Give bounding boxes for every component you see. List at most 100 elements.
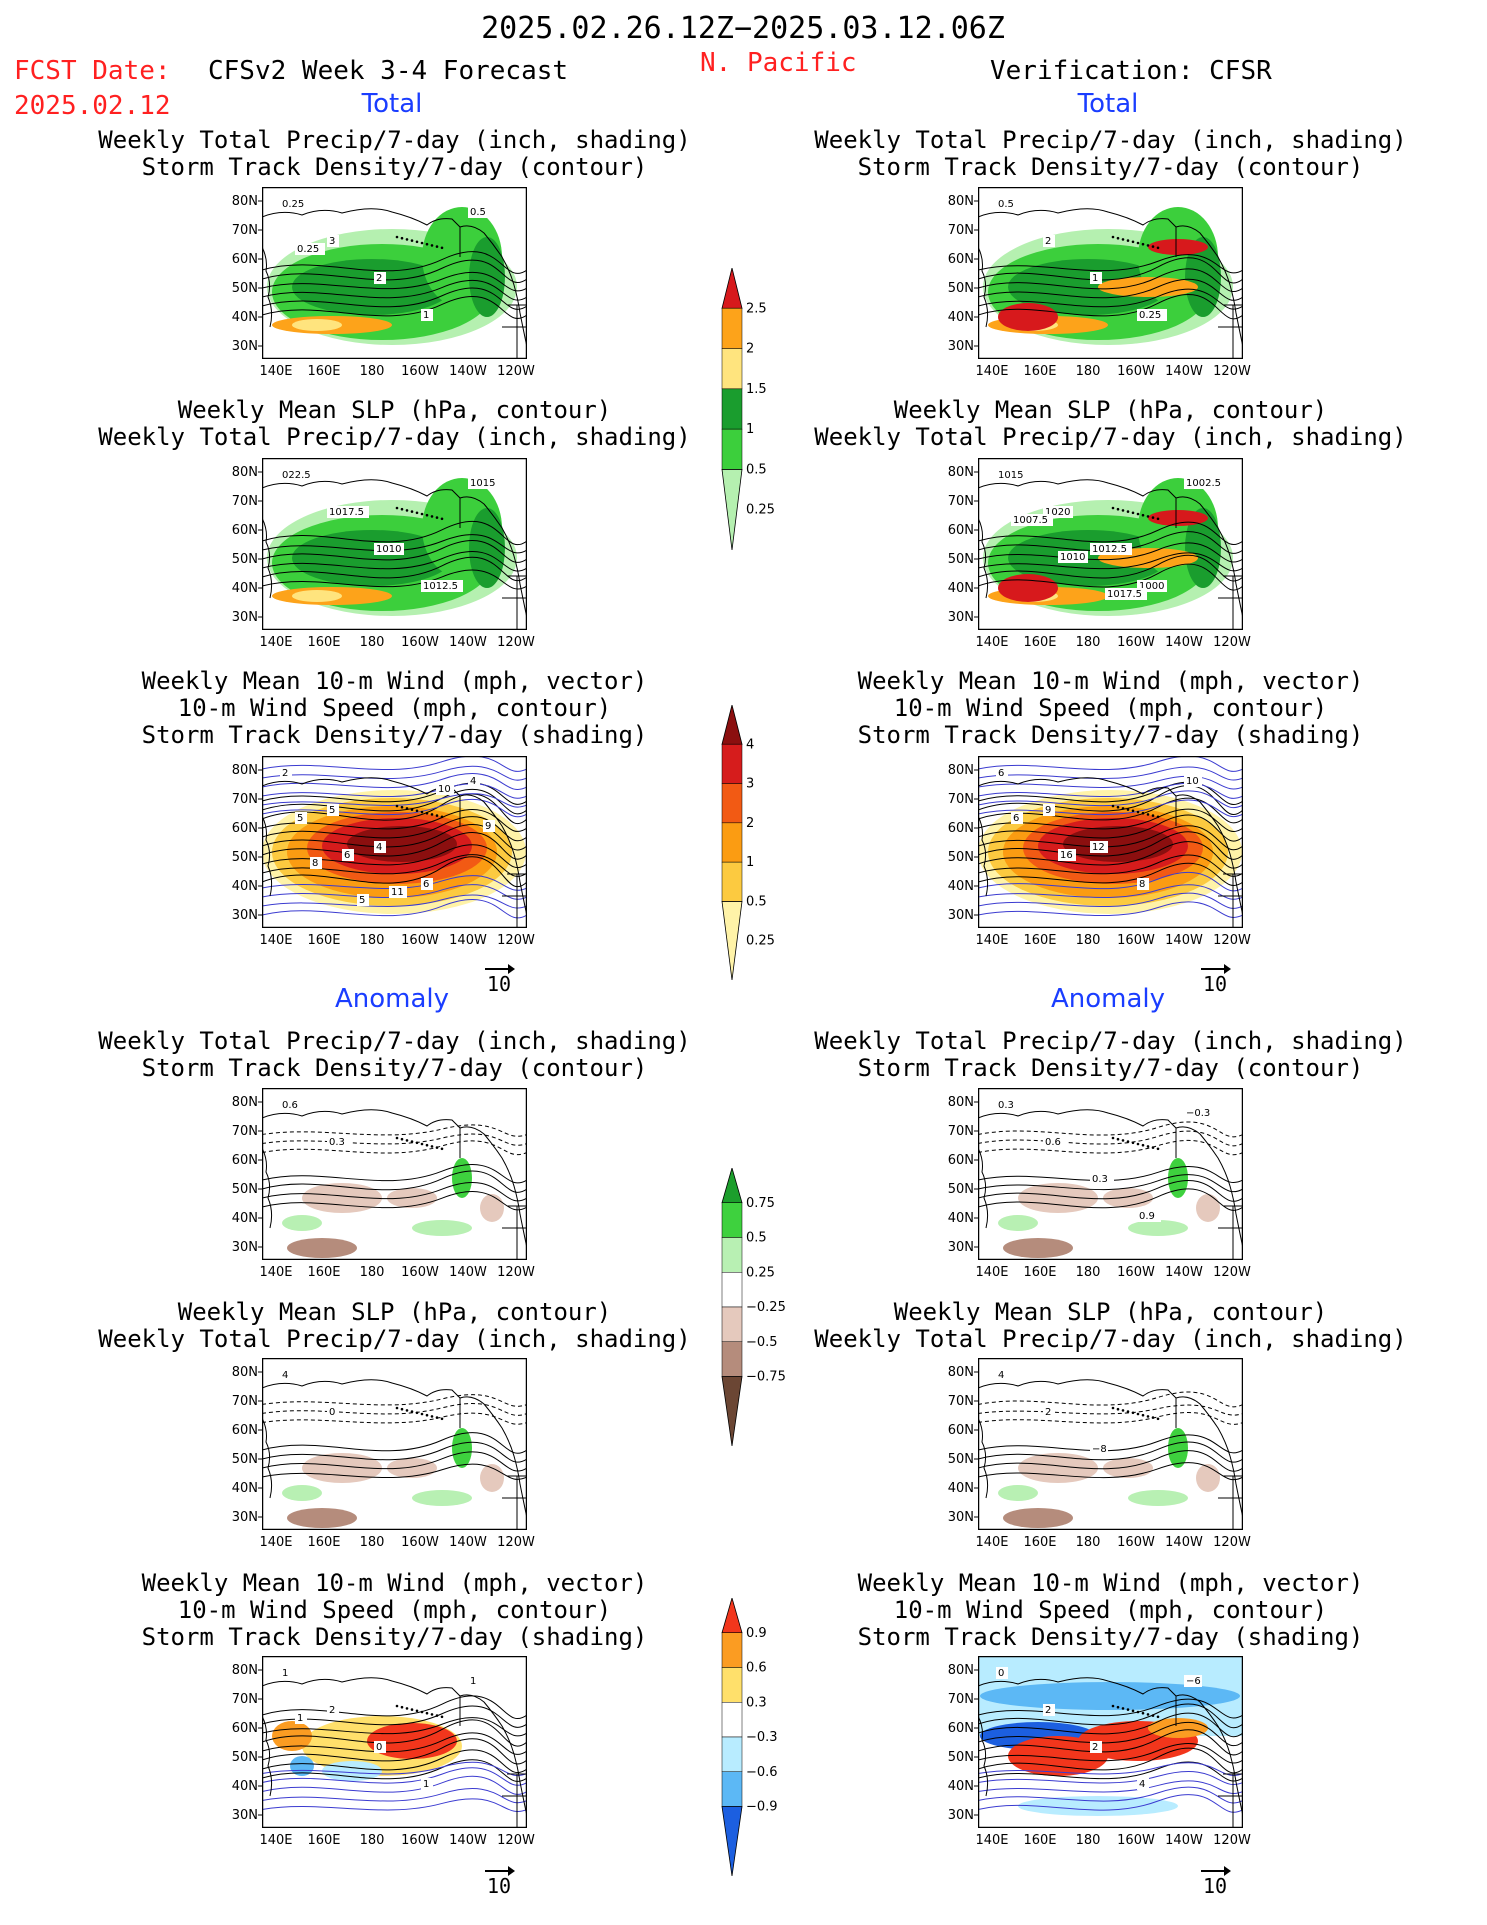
colorbar-label: 0.5 <box>746 462 767 477</box>
colorbar-label: 2 <box>746 342 754 357</box>
contour-label: 2 <box>1045 1407 1051 1418</box>
lat-tick-label: 80N <box>948 465 974 480</box>
lon-tick-label: 140E <box>259 364 292 379</box>
lat-tick-label: 30N <box>948 1240 974 1255</box>
lon-tick-label: 180 <box>360 1833 385 1848</box>
lon-tick-label: 160W <box>401 364 439 379</box>
contour-label: 0 <box>329 1407 335 1418</box>
panel-title-line: Weekly Mean SLP (hPa, contour) <box>177 1298 612 1326</box>
lon-tick-label: 160W <box>401 1535 439 1550</box>
contour-label: 1010 <box>1060 552 1085 563</box>
lat-tick-label: 80N <box>232 1095 258 1110</box>
contour-label: 1012.5 <box>423 581 458 592</box>
lon-tick-label: 140W <box>1165 1833 1203 1848</box>
contour-label: 0.25 <box>1139 310 1161 321</box>
colorbar-label: 0.25 <box>746 1265 775 1280</box>
contour-label: 2 <box>329 1705 335 1716</box>
lat-tick-label: 60N <box>948 1423 974 1438</box>
lon-tick-label: 160W <box>1117 635 1155 650</box>
contour-label: 0.3 <box>329 1137 345 1148</box>
lon-tick-label: 140E <box>259 933 292 948</box>
lat-tick-label: 70N <box>948 494 974 509</box>
lon-tick-label: 120W <box>497 1535 535 1550</box>
lon-tick-label: 160E <box>307 933 340 948</box>
contour-label: 4 <box>998 1370 1004 1381</box>
contour-label: 1017.5 <box>329 507 364 518</box>
colorbar-label: 0.5 <box>746 1231 767 1246</box>
lat-tick-label: 40N <box>232 1779 258 1794</box>
contour-label: 8 <box>1139 879 1145 890</box>
lat-tick-label: 80N <box>232 1663 258 1678</box>
lat-tick-label: 60N <box>948 1153 974 1168</box>
panel-title-line: Storm Track Density/7-day (contour) <box>857 153 1364 181</box>
lon-tick-label: 120W <box>1213 1265 1251 1280</box>
lon-tick-label: 180 <box>1076 1535 1101 1550</box>
lat-tick-label: 30N <box>232 1510 258 1525</box>
vector-ref-ver-anom: 10 <box>1200 1866 1231 1898</box>
lat-tick-label: 40N <box>948 1211 974 1226</box>
anomaly-label-right: Anomaly <box>1050 984 1166 1014</box>
lon-tick-label: 160E <box>1023 364 1056 379</box>
contour-label: 1015 <box>470 478 495 489</box>
contour-label: 0 <box>376 1742 382 1753</box>
panel-title-line: 10-m Wind Speed (mph, contour) <box>893 1596 1328 1624</box>
lon-tick-label: 180 <box>360 364 385 379</box>
lon-tick-label: 160W <box>1117 1535 1155 1550</box>
lat-tick-label: 40N <box>948 879 974 894</box>
lon-tick-label: 140E <box>259 1833 292 1848</box>
contour-label: 1 <box>297 1713 303 1724</box>
contour-label: 1010 <box>376 544 401 555</box>
lon-tick-label: 140W <box>449 933 487 948</box>
colorbar-label: 1.5 <box>746 382 767 397</box>
model-title: CFSv2 Week 3-4 Forecast <box>208 56 569 86</box>
colorbar-label: 2.5 <box>746 301 767 316</box>
colorbar-label: −0.6 <box>746 1765 778 1780</box>
lon-tick-label: 160W <box>1117 933 1155 948</box>
contour-label: 0.25 <box>297 244 319 255</box>
panel-title-line: Storm Track Density/7-day (shading) <box>857 721 1364 749</box>
lat-tick-label: 50N <box>232 1750 258 1765</box>
lon-tick-label: 120W <box>1213 364 1251 379</box>
colorbar-storm-total: 4 3 2 1 0.5 0.25 <box>712 704 802 994</box>
lat-tick-label: 70N <box>232 1394 258 1409</box>
lat-tick-label: 30N <box>232 339 258 354</box>
lon-tick-label: 140E <box>975 933 1008 948</box>
lat-tick-label: 30N <box>948 339 974 354</box>
contour-label: 2 <box>1092 1742 1098 1753</box>
verification-title: Verification: CFSR <box>990 56 1272 86</box>
lon-tick-label: 140E <box>259 1535 292 1550</box>
panel-title-line: Weekly Mean SLP (hPa, contour) <box>893 396 1328 424</box>
lat-tick-label: 80N <box>232 1365 258 1380</box>
lon-tick-label: 120W <box>497 1265 535 1280</box>
colorbar-label: 1 <box>746 422 754 437</box>
colorbar-label: 0.3 <box>746 1695 767 1710</box>
total-label-left: Total <box>361 89 423 119</box>
lat-tick-label: 30N <box>948 908 974 923</box>
fcst-date-value: 2025.02.12 <box>14 91 171 121</box>
colorbar-precip-anom: 0.75 0.5 0.25 −0.25 −0.5 −0.75 <box>712 1166 802 1460</box>
contour-label: 12 <box>1092 842 1105 853</box>
lon-tick-label: 140E <box>259 1265 292 1280</box>
contour-label: 0.9 <box>1139 1211 1155 1222</box>
lat-tick-label: 80N <box>948 763 974 778</box>
panel-title-line: Storm Track Density/7-day (contour) <box>141 153 648 181</box>
contour-label: 0.6 <box>282 1100 298 1111</box>
contour-label: 2 <box>282 768 288 779</box>
lon-tick-label: 180 <box>360 1265 385 1280</box>
panel-title-line: Weekly Total Precip/7-day (inch, shading… <box>814 423 1407 451</box>
lon-tick-label: 180 <box>1076 635 1101 650</box>
lon-tick-label: 160W <box>1117 1265 1155 1280</box>
lon-tick-label: 120W <box>497 364 535 379</box>
panel-title-line: Weekly Total Precip/7-day (inch, shading… <box>814 1027 1407 1055</box>
lat-tick-label: 60N <box>232 1153 258 1168</box>
lat-tick-label: 70N <box>948 1124 974 1139</box>
contour-label: 1 <box>282 1668 288 1679</box>
colorbar-label: 4 <box>746 737 754 752</box>
contour-label: 4 <box>470 776 476 787</box>
lat-tick-label: 40N <box>232 1211 258 1226</box>
lon-tick-label: 120W <box>497 1833 535 1848</box>
lat-tick-label: 70N <box>232 1692 258 1707</box>
lon-tick-label: 120W <box>1213 1535 1251 1550</box>
